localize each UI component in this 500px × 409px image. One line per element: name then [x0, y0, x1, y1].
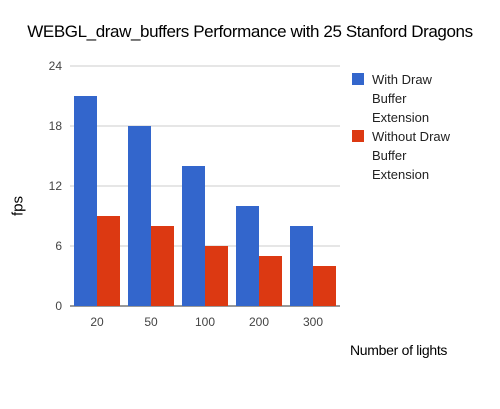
legend-swatch-without-extension — [352, 130, 364, 142]
bars — [74, 96, 336, 306]
legend-entry-with-extension: With Draw Buffer Extension — [352, 70, 482, 127]
legend: With Draw Buffer Extension Without Draw … — [352, 70, 482, 184]
bar-with-extension-300 — [290, 226, 313, 306]
legend-entry-without-extension: Without Draw Buffer Extension — [352, 127, 482, 184]
bar-without-extension-100 — [205, 246, 228, 306]
y-tick-label: 24 — [49, 59, 63, 73]
y-tick-label: 6 — [55, 239, 62, 253]
x-tick-label: 100 — [195, 315, 215, 329]
y-tick-label: 0 — [55, 299, 62, 313]
bar-without-extension-300 — [313, 266, 336, 306]
bar-with-extension-20 — [74, 96, 97, 306]
y-tick-labels: 0 6 12 18 24 — [49, 59, 63, 313]
bar-without-extension-50 — [151, 226, 174, 306]
x-tick-label: 200 — [249, 315, 269, 329]
x-axis-title: Number of lights — [350, 342, 448, 358]
x-tick-label: 300 — [303, 315, 323, 329]
x-tick-label: 50 — [144, 315, 158, 329]
bar-with-extension-50 — [128, 126, 151, 306]
legend-label-without-extension: Without Draw Buffer Extension — [372, 129, 451, 182]
legend-label-with-extension: With Draw Buffer Extension — [372, 72, 432, 125]
bar-with-extension-200 — [236, 206, 259, 306]
bar-with-extension-100 — [182, 166, 205, 306]
x-tick-label: 20 — [90, 315, 104, 329]
legend-swatch-with-extension — [352, 73, 364, 85]
y-tick-label: 18 — [49, 119, 63, 133]
y-axis-title: fps — [9, 195, 27, 217]
x-tick-labels: 20 50 100 200 300 — [90, 315, 323, 329]
y-tick-label: 12 — [49, 179, 63, 193]
bar-without-extension-20 — [97, 216, 120, 306]
chart-title: WEBGL_draw_buffers Performance with 25 S… — [27, 22, 473, 41]
bar-without-extension-200 — [259, 256, 282, 306]
